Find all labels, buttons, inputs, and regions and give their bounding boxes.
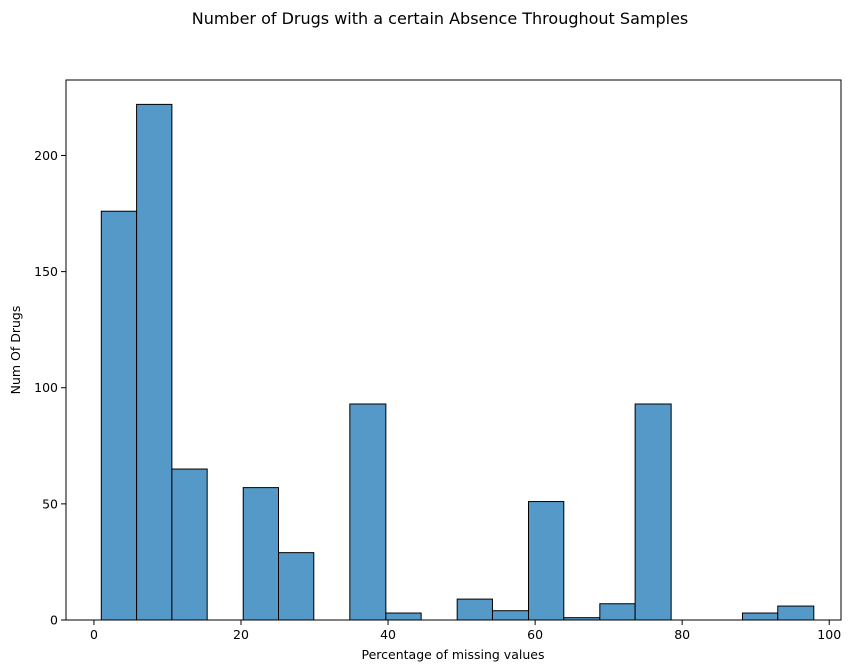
histogram-bar-12 [528,501,565,621]
x-tick-label: 60 [527,627,543,642]
histogram-bar-8 [385,612,422,621]
histogram-bar-15 [634,403,672,621]
x-axis-ticks: 0 20 40 60 80 100 [90,620,841,642]
x-tick-label: 80 [674,627,690,642]
histogram-bar-7 [349,403,387,621]
bars-group [100,103,815,621]
histogram-bar-5 [278,552,315,621]
y-tick-label: 200 [34,148,58,163]
x-axis-label: Percentage of missing values [362,647,545,662]
y-tick-label: 0 [50,613,58,628]
chart-title: Number of Drugs with a certain Absence T… [192,9,689,28]
y-tick-label: 100 [34,380,58,395]
y-tick-label: 150 [34,264,58,279]
x-tick-label: 40 [380,627,396,642]
histogram-bar-18 [741,612,779,621]
histogram-bar-0 [100,210,138,621]
histogram-bar-11 [491,610,529,621]
histogram-bar-1 [136,103,173,621]
x-tick-label: 0 [90,627,98,642]
histogram-bar-19 [777,605,815,621]
y-axis-label: Num Of Drugs [8,306,23,395]
histogram-bar-14 [599,603,636,621]
y-tick-label: 50 [42,496,58,511]
y-axis-ticks: 0 50 100 150 200 [34,148,66,628]
histogram-bar-2 [171,468,208,621]
x-tick-label: 100 [817,627,841,642]
histogram-bar-4 [242,487,280,621]
histogram-bar-10 [456,598,493,621]
x-tick-label: 20 [233,627,249,642]
plot-frame [65,79,842,621]
